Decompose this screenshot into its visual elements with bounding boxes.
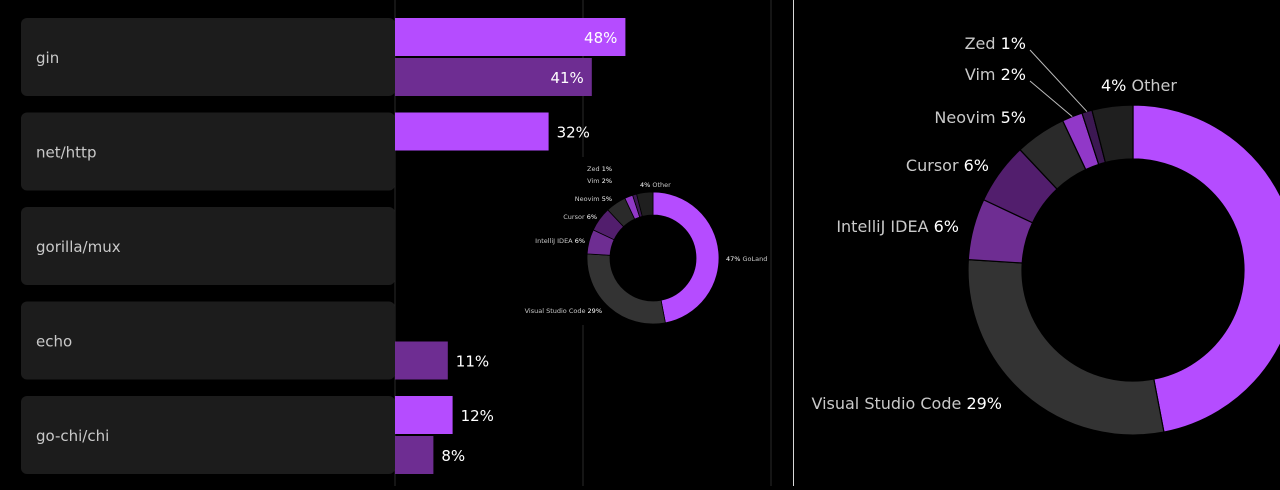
thumb-label-pct-neovim: 5% <box>602 195 612 203</box>
category-label-go-chi-chi: go-chi/chi <box>36 427 109 445</box>
thumb-label-name-zed: Zed <box>587 165 602 173</box>
donut-label-neovim: Neovim 5% <box>934 108 1026 127</box>
thumb-label-vim: Vim 2% <box>587 177 612 185</box>
thumb-label-name-vim: Vim <box>587 177 602 185</box>
bar-value-label-echo-series-2: 11% <box>456 353 489 371</box>
bar-value-label-net-http-series-1: 32% <box>557 124 590 142</box>
thumb-label-neovim: Neovim 5% <box>575 195 612 203</box>
thumb-label-intellij-idea: IntelliJ IDEA 6% <box>535 237 585 245</box>
category-band-net-http <box>21 112 395 191</box>
thumb-label-visual-studio-code: Visual Studio Code 29% <box>525 307 602 315</box>
bar-value-label-gin-series-1: 48% <box>584 29 617 47</box>
category-band-gorilla-mux <box>21 207 395 285</box>
bar-gin-series-1 <box>395 18 626 56</box>
donut-label-pct-zed: 1% <box>1001 34 1026 53</box>
category-label-gorilla-mux: gorilla/mux <box>36 238 121 256</box>
donut-slice-other <box>1091 104 1134 164</box>
bar-echo-series-2 <box>395 341 448 380</box>
donut-label-name-vim: Vim <box>965 65 1001 84</box>
thumb-label-pct-visual-studio-code: 29% <box>588 307 602 315</box>
category-band-echo <box>21 301 395 380</box>
donut-label-name-zed: Zed <box>965 34 1001 53</box>
thumb-label-zed: Zed 1% <box>587 165 612 173</box>
thumb-slice-goland <box>652 191 720 324</box>
donut-label-zed: Zed 1% <box>965 34 1026 53</box>
thumb-label-name-goland: GoLand <box>743 255 768 263</box>
bar-net-http-series-1 <box>395 112 549 151</box>
bar-go-chi-chi-series-2 <box>395 436 434 474</box>
donut-label-cursor: Cursor 6% <box>906 156 989 175</box>
donut-label-pct-neovim: 5% <box>1001 108 1026 127</box>
thumb-label-name-intellij-idea: IntelliJ IDEA <box>535 237 575 245</box>
category-label-echo: echo <box>36 333 72 351</box>
donut-label-pct-intellij-idea: 6% <box>934 217 959 236</box>
category-label-gin: gin <box>36 49 59 67</box>
bar-gin-series-2 <box>395 58 592 96</box>
thumbnail-donut-overlay: Zed 1% Vim 2% Neovim 5% Cursor 6% IntelliJ I… <box>510 157 770 325</box>
thumb-label-pct-vim: 2% <box>602 177 612 185</box>
thumb-label-pct-cursor: 6% <box>587 213 597 221</box>
donut-leader-zed <box>1029 49 1088 112</box>
category-label-net-http: net/http <box>36 144 96 162</box>
thumbnail-donut-svg: Zed 1%Vim 2%Neovim 5%Cursor 6%IntelliJ I… <box>525 165 767 325</box>
category-band-go-chi-chi <box>21 396 395 474</box>
thumb-label-cursor: Cursor 6% <box>563 213 597 221</box>
donut-slice-goland <box>1132 104 1280 433</box>
donut-label-name-other: Other <box>1131 76 1177 95</box>
thumb-slice-other <box>636 191 654 217</box>
thumb-label-pct-zed: 1% <box>602 165 612 173</box>
category-band-gin <box>21 18 395 96</box>
thumb-label-name-visual-studio-code: Visual Studio Code <box>525 307 588 315</box>
bar-value-label-gin-series-2: 41% <box>550 69 583 87</box>
donut-label-pct-visual-studio-code: 29% <box>966 394 1002 413</box>
thumb-label-name-other: Other <box>652 181 671 189</box>
thumb-label-name-neovim: Neovim <box>575 195 602 203</box>
donut-label-visual-studio-code: Visual Studio Code 29% <box>811 394 1002 413</box>
thumb-label-pct-other: 4% <box>640 181 652 189</box>
panel-divider <box>793 0 794 486</box>
thumb-label-goland: 47% GoLand <box>726 255 767 263</box>
donut-label-pct-other: 4% <box>1101 76 1131 95</box>
bar-value-label-go-chi-chi-series-2: 8% <box>441 447 465 465</box>
donut-label-intellij-idea: IntelliJ IDEA 6% <box>836 217 959 236</box>
donut-label-pct-vim: 2% <box>1001 65 1026 84</box>
donut-label-other: 4% Other <box>1101 76 1177 95</box>
thumb-label-name-cursor: Cursor <box>563 213 586 221</box>
donut-slice-visual-studio-code <box>967 259 1165 436</box>
donut-chart-svg: Zed 1%Vim 2%Neovim 5%Cursor 6%IntelliJ I… <box>811 34 1280 436</box>
thumb-label-other: 4% Other <box>640 181 671 189</box>
bar-chart: gin 48% 41% net/http 32% gorilla/mux echo 11% go… <box>21 0 772 486</box>
donut-label-name-intellij-idea: IntelliJ IDEA <box>836 217 933 236</box>
thumb-label-pct-goland: 47% <box>726 255 743 263</box>
donut-label-pct-cursor: 6% <box>964 156 989 175</box>
donut-label-name-cursor: Cursor <box>906 156 964 175</box>
donut-leader-vim <box>1029 80 1073 117</box>
bar-value-label-go-chi-chi-series-1: 12% <box>461 407 494 425</box>
bar-go-chi-chi-series-1 <box>395 396 453 434</box>
donut-label-vim: Vim 2% <box>965 65 1026 84</box>
thumb-label-pct-intellij-idea: 6% <box>575 237 585 245</box>
donut-label-name-neovim: Neovim <box>934 108 1000 127</box>
bar-chart-svg: gin 48% 41% net/http 32% gorilla/mux echo 11% go… <box>21 0 772 486</box>
donut-label-name-visual-studio-code: Visual Studio Code <box>811 394 966 413</box>
donut-chart: Zed 1% Vim 2% Neovim 5% Cursor 6% IntelliJ I… <box>794 0 1280 486</box>
